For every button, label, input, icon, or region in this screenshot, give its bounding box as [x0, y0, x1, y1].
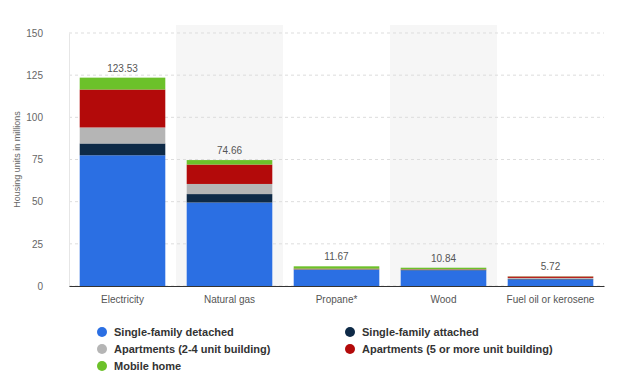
legend-swatch [97, 344, 107, 354]
bar-segment [187, 203, 273, 286]
bar-segment [80, 127, 166, 143]
y-tick-label: 100 [26, 112, 43, 123]
x-tick-label: Wood [431, 294, 457, 305]
legend-swatch [97, 327, 107, 337]
bar-segment [401, 269, 487, 270]
bar-segment [80, 90, 166, 128]
chart: 123.53 74.66 11.67 10.84 5.72 0 25 50 75 100 125 15… [0, 0, 624, 385]
bar-segment [187, 160, 273, 164]
bars [80, 78, 594, 286]
legend-item[interactable]: Single-family detached [97, 326, 234, 338]
y-tick-label: 150 [26, 28, 43, 39]
x-tick-label: Natural gas [204, 294, 255, 305]
bar-segment [80, 143, 166, 155]
y-axis-line [69, 34, 70, 287]
y-tick-label: 0 [37, 281, 43, 292]
x-tick: Natural gas [204, 286, 255, 305]
grid-line [69, 33, 604, 34]
column-band [176, 25, 283, 286]
bar-segment [294, 269, 380, 270]
bar-segment [80, 78, 166, 90]
series-bars [80, 78, 594, 277]
x-tick-label: Electricity [101, 294, 144, 305]
total-label: 123.53 [107, 63, 138, 74]
x-tick: Propane* [316, 286, 358, 305]
y-tick-label: 25 [32, 239, 44, 250]
y-tick: 0 [37, 281, 69, 292]
y-tick: 150 [26, 28, 69, 39]
legend-label: Mobile home [114, 360, 181, 372]
y-axis: 0 25 50 75 100 125 150 [26, 28, 69, 292]
bar-segment [401, 268, 487, 269]
bar-segment [508, 276, 594, 277]
legend-item[interactable]: Mobile home [97, 360, 181, 372]
series-bars [80, 155, 594, 286]
bar-segment [294, 266, 380, 268]
total-label: 5.72 [541, 261, 561, 272]
bar-segment [508, 278, 594, 280]
bar-segment [508, 279, 594, 286]
bar-segment [187, 184, 273, 194]
grid-line [69, 75, 604, 76]
total-labels: 123.53 74.66 11.67 10.84 5.72 [107, 63, 560, 273]
legend-swatch [345, 327, 355, 337]
legend: Single-family detached Single-family atta… [97, 326, 553, 372]
y-tick: 125 [26, 70, 69, 81]
bar-segment [294, 270, 380, 286]
y-tick-label: 50 [32, 196, 44, 207]
series-bars [80, 143, 594, 279]
bar-segment [80, 155, 166, 286]
y-tick: 50 [32, 196, 69, 207]
legend-swatch [345, 344, 355, 354]
y-tick-label: 75 [32, 154, 44, 165]
total-label: 10.84 [431, 253, 456, 264]
x-tick: Wood [431, 286, 457, 305]
y-tick: 100 [26, 112, 69, 123]
series-bars [80, 90, 594, 278]
x-tick: Fuel oil or kerosene [507, 286, 595, 305]
bar-segment [187, 165, 273, 184]
bar-segment [401, 270, 487, 286]
legend-label: Apartments (5 or more unit building) [362, 343, 553, 355]
legend-item[interactable]: Single-family attached [345, 326, 479, 338]
bar-segment [401, 269, 487, 270]
x-tick-label: Fuel oil or kerosene [507, 294, 595, 305]
legend-item[interactable]: Apartments (5 or more unit building) [345, 343, 553, 355]
legend-item[interactable]: Apartments (2-4 unit building) [97, 343, 271, 355]
legend-label: Single-family attached [362, 326, 479, 338]
legend-label: Single-family detached [114, 326, 234, 338]
series-bars [80, 127, 594, 278]
bar-segment [508, 277, 594, 278]
x-axis: Electricity Natural gas Propane* Wood Fuel o… [70, 286, 605, 305]
x-tick-label: Propane* [316, 294, 358, 305]
legend-swatch [97, 361, 107, 371]
y-tick-label: 125 [26, 70, 43, 81]
column-bands [176, 25, 497, 286]
y-tick: 75 [32, 154, 69, 165]
y-tick: 25 [32, 239, 69, 250]
bar-segment [294, 269, 380, 271]
grid [69, 33, 604, 286]
bar-segment [508, 278, 594, 279]
total-label: 11.67 [324, 251, 349, 262]
bar-segment [401, 269, 487, 271]
total-label: 74.66 [217, 145, 242, 156]
x-axis-line [70, 286, 605, 287]
legend-label: Apartments (2-4 unit building) [114, 343, 271, 355]
column-band [390, 25, 497, 286]
bar-segment [187, 194, 273, 202]
x-tick: Electricity [101, 286, 144, 305]
y-axis-title: Housing units in millions [12, 111, 22, 208]
